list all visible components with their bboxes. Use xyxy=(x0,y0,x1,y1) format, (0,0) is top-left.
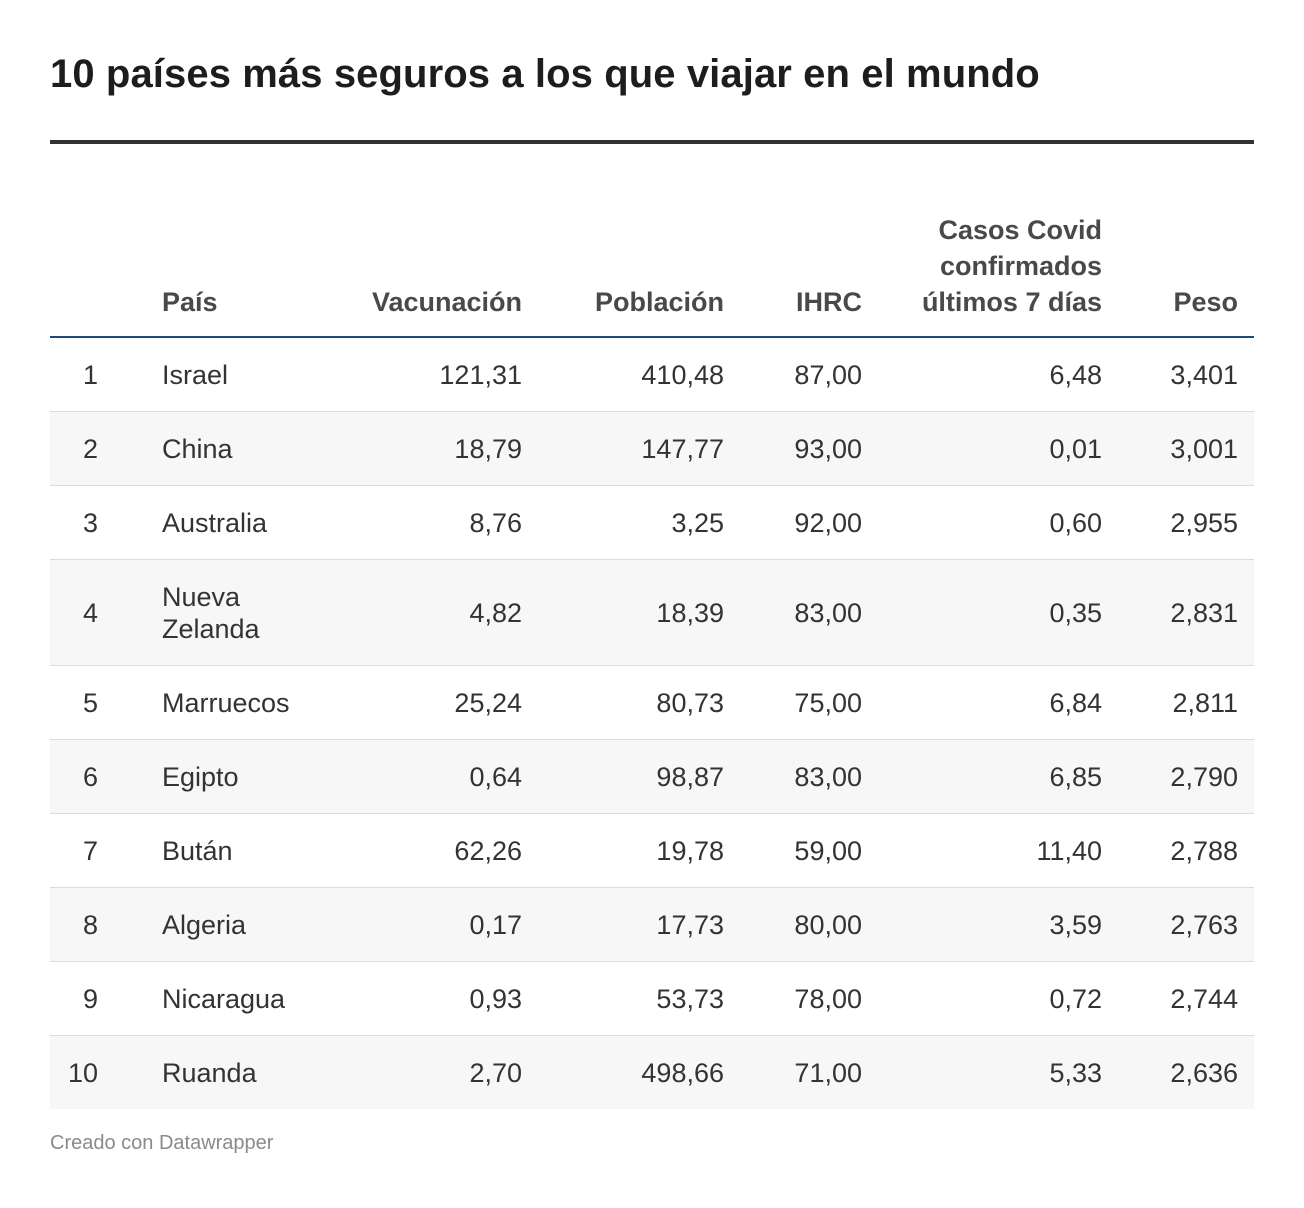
table-body: 1 Israel 121,31 410,48 87,00 6,48 3,401 … xyxy=(50,337,1254,1109)
cell-pais: Algeria xyxy=(120,887,260,962)
cell-peso: 2,831 xyxy=(1102,559,1254,666)
cell-ihrc: 93,00 xyxy=(724,411,862,486)
cell-poblacion: 80,73 xyxy=(522,665,724,740)
cell-vacunacion: 25,24 xyxy=(260,665,522,740)
cell-rank: 5 xyxy=(50,665,120,740)
cell-casos: 11,40 xyxy=(862,813,1102,888)
cell-vacunacion: 4,82 xyxy=(260,559,522,666)
cell-vacunacion: 121,31 xyxy=(260,337,522,412)
cell-poblacion: 410,48 xyxy=(522,337,724,412)
cell-casos: 5,33 xyxy=(862,1035,1102,1109)
column-header-peso[interactable]: Peso xyxy=(1102,144,1254,338)
table-title: 10 países más seguros a los que viajar e… xyxy=(50,52,1040,96)
table-row: 5 Marruecos 25,24 80,73 75,00 6,84 2,811 xyxy=(50,665,1254,740)
cell-casos: 0,35 xyxy=(862,559,1102,666)
cell-ihrc: 92,00 xyxy=(724,485,862,560)
cell-ihrc: 80,00 xyxy=(724,887,862,962)
cell-ihrc: 59,00 xyxy=(724,813,862,888)
cell-ihrc: 87,00 xyxy=(724,337,862,412)
cell-pais: China xyxy=(120,411,260,486)
cell-peso: 2,790 xyxy=(1102,739,1254,814)
table-row: 3 Australia 8,76 3,25 92,00 0,60 2,955 xyxy=(50,485,1254,560)
cell-rank: 7 xyxy=(50,813,120,888)
cell-vacunacion: 0,64 xyxy=(260,739,522,814)
cell-rank: 6 xyxy=(50,739,120,814)
cell-pais: Nicaragua xyxy=(120,961,285,1036)
cell-vacunacion: 0,93 xyxy=(260,961,522,1036)
cell-ihrc: 75,00 xyxy=(724,665,862,740)
cell-vacunacion: 8,76 xyxy=(260,485,522,560)
table-row: 8 Algeria 0,17 17,73 80,00 3,59 2,763 xyxy=(50,887,1254,962)
column-header-vacunacion[interactable]: Vacunación xyxy=(260,144,522,338)
cell-rank: 2 xyxy=(50,411,120,486)
table-header: País Vacunación Población IHRC Casos Cov… xyxy=(50,144,1254,338)
footer-credit[interactable]: Creado con Datawrapper xyxy=(50,1132,274,1154)
table-row: 1 Israel 121,31 410,48 87,00 6,48 3,401 xyxy=(50,337,1254,412)
cell-vacunacion: 62,26 xyxy=(260,813,522,888)
cell-pais: Nueva Zelanda xyxy=(120,559,260,666)
cell-casos: 0,01 xyxy=(862,411,1102,486)
cell-pais: Egipto xyxy=(120,739,260,814)
column-header-casos[interactable]: Casos Covid confirmados últimos 7 días xyxy=(862,144,1102,338)
column-header-pais[interactable]: País xyxy=(120,144,260,338)
cell-rank: 3 xyxy=(50,485,120,560)
table-row: 7 Bután 62,26 19,78 59,00 11,40 2,788 xyxy=(50,813,1254,888)
cell-rank: 4 xyxy=(50,559,120,666)
cell-poblacion: 53,73 xyxy=(522,961,724,1036)
cell-peso: 2,744 xyxy=(1102,961,1254,1036)
cell-peso: 3,001 xyxy=(1102,411,1254,486)
cell-vacunacion: 0,17 xyxy=(260,887,522,962)
cell-peso: 2,636 xyxy=(1102,1035,1254,1109)
cell-poblacion: 19,78 xyxy=(522,813,724,888)
cell-poblacion: 147,77 xyxy=(522,411,724,486)
cell-poblacion: 98,87 xyxy=(522,739,724,814)
header-top-rule xyxy=(50,140,1254,144)
column-header-ihrc[interactable]: IHRC xyxy=(724,144,862,338)
cell-poblacion: 3,25 xyxy=(522,485,724,560)
cell-casos: 0,60 xyxy=(862,485,1102,560)
cell-ihrc: 78,00 xyxy=(724,961,862,1036)
cell-casos: 3,59 xyxy=(862,887,1102,962)
cell-poblacion: 17,73 xyxy=(522,887,724,962)
table-row: 2 China 18,79 147,77 93,00 0,01 3,001 xyxy=(50,411,1254,486)
table-row: 9 Nicaragua 0,93 53,73 78,00 0,72 2,744 xyxy=(50,961,1254,1036)
cell-rank: 1 xyxy=(50,337,120,412)
cell-peso: 3,401 xyxy=(1102,337,1254,412)
cell-vacunacion: 2,70 xyxy=(260,1035,522,1109)
cell-peso: 2,763 xyxy=(1102,887,1254,962)
cell-rank: 10 xyxy=(50,1035,120,1109)
cell-pais: Ruanda xyxy=(120,1035,260,1109)
cell-poblacion: 498,66 xyxy=(522,1035,724,1109)
cell-casos: 6,48 xyxy=(862,337,1102,412)
cell-peso: 2,811 xyxy=(1102,665,1254,740)
cell-casos: 6,85 xyxy=(862,739,1102,814)
cell-ihrc: 83,00 xyxy=(724,559,862,666)
header-row: País Vacunación Población IHRC Casos Cov… xyxy=(50,144,1254,338)
cell-casos: 0,72 xyxy=(862,961,1102,1036)
table-row: 4 Nueva Zelanda 4,82 18,39 83,00 0,35 2,… xyxy=(50,559,1254,666)
cell-pais: Marruecos xyxy=(120,665,290,740)
cell-peso: 2,788 xyxy=(1102,813,1254,888)
cell-vacunacion: 18,79 xyxy=(260,411,522,486)
cell-pais: Australia xyxy=(120,485,267,560)
table-row: 6 Egipto 0,64 98,87 83,00 6,85 2,790 xyxy=(50,739,1254,814)
cell-rank: 9 xyxy=(50,961,120,1036)
cell-rank: 8 xyxy=(50,887,120,962)
cell-pais: Bután xyxy=(120,813,260,888)
cell-peso: 2,955 xyxy=(1102,485,1254,560)
column-header-poblacion[interactable]: Población xyxy=(522,144,724,338)
column-header-rank[interactable] xyxy=(50,144,120,338)
cell-poblacion: 18,39 xyxy=(522,559,724,666)
cell-ihrc: 83,00 xyxy=(724,739,862,814)
cell-casos: 6,84 xyxy=(862,665,1102,740)
cell-pais: Israel xyxy=(120,337,260,412)
data-table: País Vacunación Población IHRC Casos Cov… xyxy=(50,144,1254,1109)
cell-ihrc: 71,00 xyxy=(724,1035,862,1109)
table-row: 10 Ruanda 2,70 498,66 71,00 5,33 2,636 xyxy=(50,1035,1254,1109)
